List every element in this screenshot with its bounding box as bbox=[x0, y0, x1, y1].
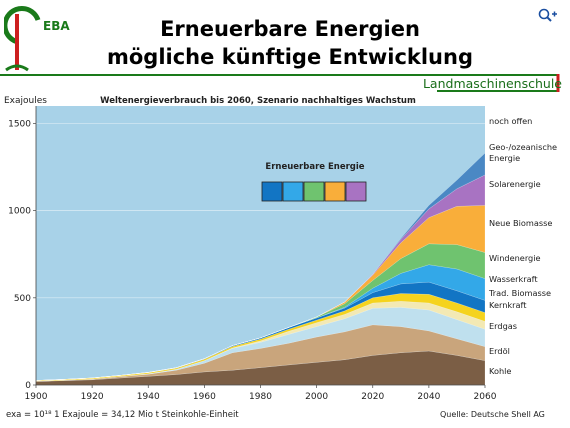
zoom-plus-icon[interactable] bbox=[538, 8, 558, 24]
eba-logo: EBA bbox=[4, 5, 70, 72]
area-noch-offen bbox=[35, 152, 486, 381]
title-line-2: mögliche künftige Entwicklung bbox=[107, 45, 473, 69]
y-tick-label-1500: 1500 bbox=[8, 119, 31, 129]
series-label-neue-biomasse: Neue Biomasse bbox=[489, 218, 552, 228]
chart-title: Weltenergieverbrauch bis 2060, Szenario … bbox=[100, 96, 416, 106]
title-line-1: Erneuerbare Energien bbox=[160, 17, 420, 41]
x-tick-label-1940: 1940 bbox=[137, 392, 160, 402]
x-tick-label-1920: 1920 bbox=[81, 392, 104, 402]
series-label-windenergie: Windenergie bbox=[489, 253, 541, 263]
x-tick-label-1960: 1960 bbox=[193, 392, 216, 402]
logo-base bbox=[5, 64, 29, 72]
area-kernkraft bbox=[35, 301, 486, 382]
x-tick-label-2020: 2020 bbox=[361, 392, 384, 402]
legend-swatch-3 bbox=[303, 181, 325, 202]
area-neue-biomasse bbox=[35, 243, 486, 381]
legend-swatch-4 bbox=[324, 181, 346, 202]
series-label-geo-ozeanische-energie: Geo-/ozeanische Energie bbox=[489, 142, 557, 163]
series-label-wasserkraft: Wasserkraft bbox=[489, 274, 538, 284]
area-geo-ozeanische-energie bbox=[35, 174, 486, 381]
series-label-solarenergie: Solarenergie bbox=[489, 179, 541, 189]
series-label-kohle: Kohle bbox=[489, 366, 511, 376]
x-tick-label-1900: 1900 bbox=[25, 392, 48, 402]
energy-chart: 1900 1920 1940 1960 1980 2000 2020 2040 2060 0 500… bbox=[4, 96, 557, 420]
legend-swatch-1 bbox=[261, 181, 283, 202]
page-title: Erneuerbare Energien mögliche künftige E… bbox=[70, 15, 510, 71]
school-label: Landmaschinenschule bbox=[422, 76, 562, 91]
x-tick-label-1980: 1980 bbox=[249, 392, 272, 402]
series-label-erdgas: Erdgas bbox=[489, 321, 517, 331]
x-tick-label-2060: 2060 bbox=[474, 392, 497, 402]
legend-title: Erneuerbare Energie bbox=[265, 162, 364, 172]
x-tick-label-2040: 2040 bbox=[417, 392, 440, 402]
x-tick-label-2000: 2000 bbox=[305, 392, 328, 402]
y-tick-label-1000: 1000 bbox=[8, 207, 31, 217]
footnote: exa = 10¹⁸ 1 Exajoule = 34,12 Mio t Stei… bbox=[6, 410, 239, 420]
source: Quelle: Deutsche Shell AG bbox=[440, 410, 545, 419]
legend-swatch-5 bbox=[345, 181, 367, 202]
series-label-kernkraft: Kernkraft bbox=[489, 300, 527, 310]
logo-text: EBA bbox=[43, 19, 70, 33]
area-windenergie bbox=[35, 264, 486, 381]
area-wasserkraft bbox=[35, 281, 486, 381]
legend-swatch-2 bbox=[282, 181, 304, 202]
y-axis-label: Exajoules bbox=[4, 96, 47, 106]
series-label-erd-l: Erdöl bbox=[489, 346, 510, 356]
y-tick-label-500: 500 bbox=[14, 294, 31, 304]
area-solarenergie bbox=[35, 205, 486, 381]
logo-arc bbox=[4, 5, 41, 45]
series-label-trad-biomasse: Trad. Biomasse bbox=[488, 288, 551, 298]
series-label-noch-offen: noch offen bbox=[489, 116, 532, 126]
logo-stem bbox=[15, 14, 19, 70]
header-rule bbox=[0, 74, 560, 92]
y-tick-label-0: 0 bbox=[25, 381, 31, 391]
area-erdgas bbox=[35, 307, 486, 382]
